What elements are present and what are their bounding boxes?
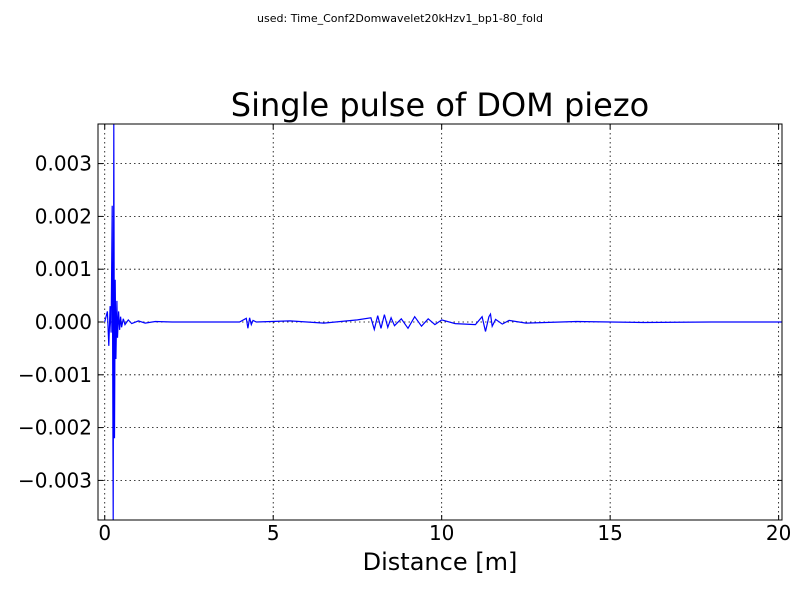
plot-frame: [97, 123, 783, 521]
y-tick-label: −0.001: [18, 363, 92, 387]
y-tick-labels: 0.003 0.002 0.001 0.000 −0.001 −0.002 −0.003: [18, 152, 92, 493]
y-tick-label: 0.003: [35, 152, 92, 176]
y-tick-label: −0.002: [18, 416, 92, 440]
figure-suptitle: used: Time_Conf2Domwavelet20kHzv1_bp1-80…: [257, 12, 543, 25]
x-tick-label: 15: [597, 521, 622, 545]
x-tick-label: 10: [429, 521, 454, 545]
x-tick-label: 5: [267, 521, 280, 545]
y-tick-label: 0.000: [35, 310, 92, 334]
x-axis-label: Distance [m]: [363, 548, 518, 576]
y-tick-label: 0.002: [35, 204, 92, 228]
y-tick-label: 0.001: [35, 257, 92, 281]
x-tick-label: 0: [98, 521, 111, 545]
axis-ticks: [98, 124, 782, 520]
series-line: [104, 123, 782, 521]
chart-title: Single pulse of DOM piezo: [231, 86, 649, 124]
x-tick-labels: 0 5 10 15 20: [98, 521, 791, 545]
y-tick-label: −0.003: [18, 468, 92, 492]
x-tick-label: 20: [766, 521, 791, 545]
